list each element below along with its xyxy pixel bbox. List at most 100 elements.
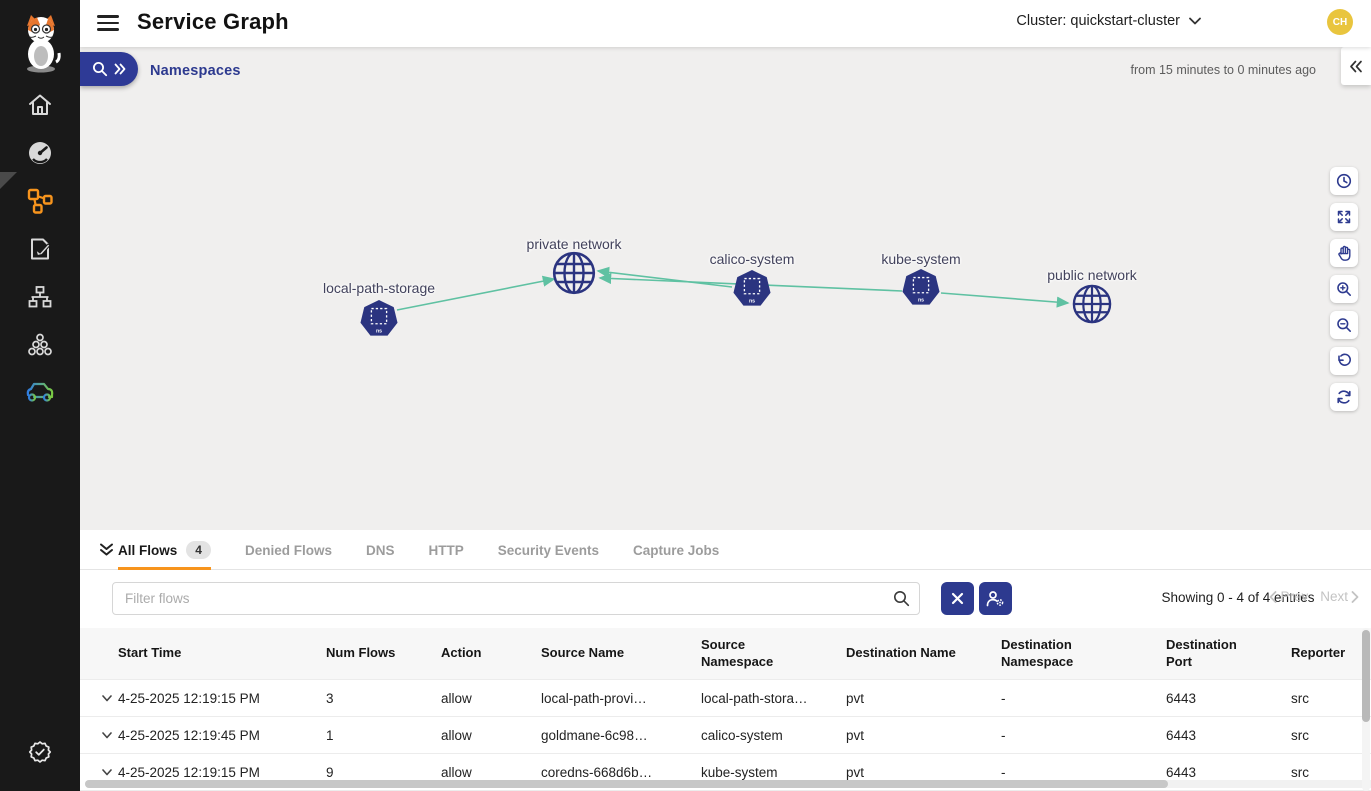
collapse-panel-button[interactable] [94, 538, 118, 562]
clear-filter-button[interactable] [941, 582, 974, 615]
cell-destination-namespace: - [1001, 764, 1006, 780]
graph-node-label[interactable]: public network [1047, 267, 1137, 283]
col-header[interactable]: Start Time [118, 645, 182, 661]
horizontal-scrollbar-thumb[interactable] [85, 780, 1168, 788]
active-item-notch [0, 172, 17, 189]
sidebar-item-cluster[interactable] [0, 321, 80, 369]
sidebar [0, 0, 80, 791]
cell-destination-name: pvt [846, 764, 865, 780]
graph-node-namespace[interactable]: ns [902, 268, 940, 313]
col-header[interactable]: Reporter [1291, 645, 1346, 661]
graph-node-namespace[interactable]: ns [733, 269, 771, 314]
table-header-row: Start Time Num Flows Action Source Name … [80, 628, 1371, 680]
graph-node-label[interactable]: private network [526, 236, 622, 252]
col-header[interactable]: Destination Port [1166, 637, 1237, 669]
flows-panel: All Flows 4 Denied Flows DNS HTTP Securi… [80, 530, 1371, 791]
sidebar-item-policies[interactable] [0, 225, 80, 273]
graph-node-network[interactable] [1071, 283, 1113, 330]
graph-node-label[interactable]: kube-system [881, 251, 961, 267]
horizontal-scrollbar[interactable] [85, 780, 1371, 788]
vertical-scrollbar-thumb[interactable] [1362, 630, 1370, 722]
sidebar-item-image-assurance[interactable] [0, 368, 80, 416]
fit-screen-button[interactable] [1330, 203, 1358, 231]
graph-node-network[interactable] [551, 250, 597, 301]
col-header[interactable]: Source Namespace [701, 637, 774, 669]
cell-source-name: coredns-668d6b… [541, 764, 653, 780]
tab-denied-flows[interactable]: Denied Flows [245, 530, 332, 570]
zoom-in-button[interactable] [1330, 275, 1358, 303]
sidebar-item-network-topology[interactable] [0, 273, 80, 321]
flows-filter-row: Showing 0 - 4 of 4 entries Prev Next [80, 570, 1371, 630]
zoom-out-icon [1337, 318, 1351, 332]
col-header[interactable]: Destination Namespace [1001, 637, 1074, 669]
collapse-right-panel-button[interactable] [1341, 47, 1371, 85]
expand-row-icon[interactable] [80, 768, 118, 776]
next-button[interactable]: Next [1320, 589, 1359, 604]
tab-label: Denied Flows [244, 542, 332, 558]
prev-label: Prev [1280, 589, 1309, 604]
cell-num-flows: 1 [326, 727, 334, 743]
zoom-out-button[interactable] [1330, 311, 1358, 339]
pagination: Prev Next [1269, 589, 1359, 604]
pan-button[interactable] [1330, 239, 1358, 267]
time-settings-button[interactable] [1330, 167, 1358, 195]
table-row[interactable]: 4-25-2025 12:19:15 PM 3 allow local-path… [80, 680, 1371, 717]
cell-start-time: 4-25-2025 12:19:15 PM [118, 690, 260, 706]
sidebar-item-verified[interactable] [0, 728, 80, 776]
pan-hand-icon [1337, 245, 1350, 261]
cell-num-flows: 3 [326, 690, 334, 706]
filter-flows-input[interactable] [112, 582, 920, 615]
tab-all-flows[interactable]: All Flows 4 [118, 530, 211, 570]
verified-badge-icon [28, 741, 52, 763]
sidebar-item-home[interactable] [0, 81, 80, 129]
graph-node-label[interactable]: calico-system [709, 251, 795, 267]
tab-label: All Flows [118, 542, 178, 558]
tab-label: Security Events [497, 542, 600, 558]
breadcrumb[interactable]: Namespaces [150, 63, 241, 79]
graph-node-namespace[interactable]: ns [360, 299, 398, 344]
graph-canvas[interactable]: local-path-storage ns private network ca… [80, 47, 1371, 530]
hamburger-menu-icon[interactable] [97, 13, 119, 33]
col-header[interactable]: Source Name [541, 645, 625, 661]
service-graph-icon [27, 188, 53, 214]
image-assurance-car-icon [26, 382, 54, 402]
expand-row-icon[interactable] [80, 694, 118, 702]
tab-security-events[interactable]: Security Events [498, 530, 599, 570]
undo-button[interactable] [1330, 347, 1358, 375]
sidebar-item-service-graph[interactable] [0, 177, 80, 225]
expand-row-icon[interactable] [80, 731, 118, 739]
cell-action: allow [441, 764, 472, 780]
table-row[interactable]: 4-25-2025 12:19:45 PM 1 allow goldmane-6… [80, 717, 1371, 754]
calico-cat-logo [20, 12, 62, 74]
col-header[interactable]: Destination Name [846, 645, 956, 661]
tab-capture-jobs[interactable]: Capture Jobs [633, 530, 719, 570]
col-header[interactable]: Num Flows [326, 645, 396, 661]
col-header[interactable]: Action [441, 645, 482, 661]
user-gear-icon [986, 591, 1004, 607]
tab-http[interactable]: HTTP [428, 530, 463, 570]
svg-text:ns: ns [918, 297, 924, 303]
refresh-button[interactable] [1330, 383, 1358, 411]
customize-columns-button[interactable] [979, 582, 1012, 615]
tab-dns[interactable]: DNS [366, 530, 395, 570]
cell-source-namespace: calico-system [701, 727, 783, 743]
avatar[interactable]: CH [1327, 9, 1353, 35]
cell-destination-namespace: - [1001, 727, 1006, 743]
graph-node-label[interactable]: local-path-storage [322, 280, 436, 296]
graph-search-button[interactable] [80, 52, 138, 86]
fit-screen-icon [1337, 210, 1351, 224]
vertical-scrollbar[interactable] [1362, 628, 1370, 791]
chevrons-right-icon [114, 63, 125, 75]
cell-destination-name: pvt [846, 690, 865, 706]
sidebar-item-dashboard[interactable] [0, 129, 80, 177]
chevrons-down-icon [99, 543, 113, 556]
clock-icon [1336, 173, 1352, 189]
cell-destination-port: 6443 [1166, 727, 1197, 743]
cluster-selector[interactable]: Cluster: quickstart-cluster [1016, 13, 1201, 29]
tab-count-badge: 4 [186, 541, 211, 559]
chevrons-left-icon [1350, 60, 1362, 72]
prev-button[interactable]: Prev [1269, 589, 1308, 604]
next-label: Next [1320, 589, 1348, 604]
filter-search-icon[interactable] [893, 590, 910, 612]
